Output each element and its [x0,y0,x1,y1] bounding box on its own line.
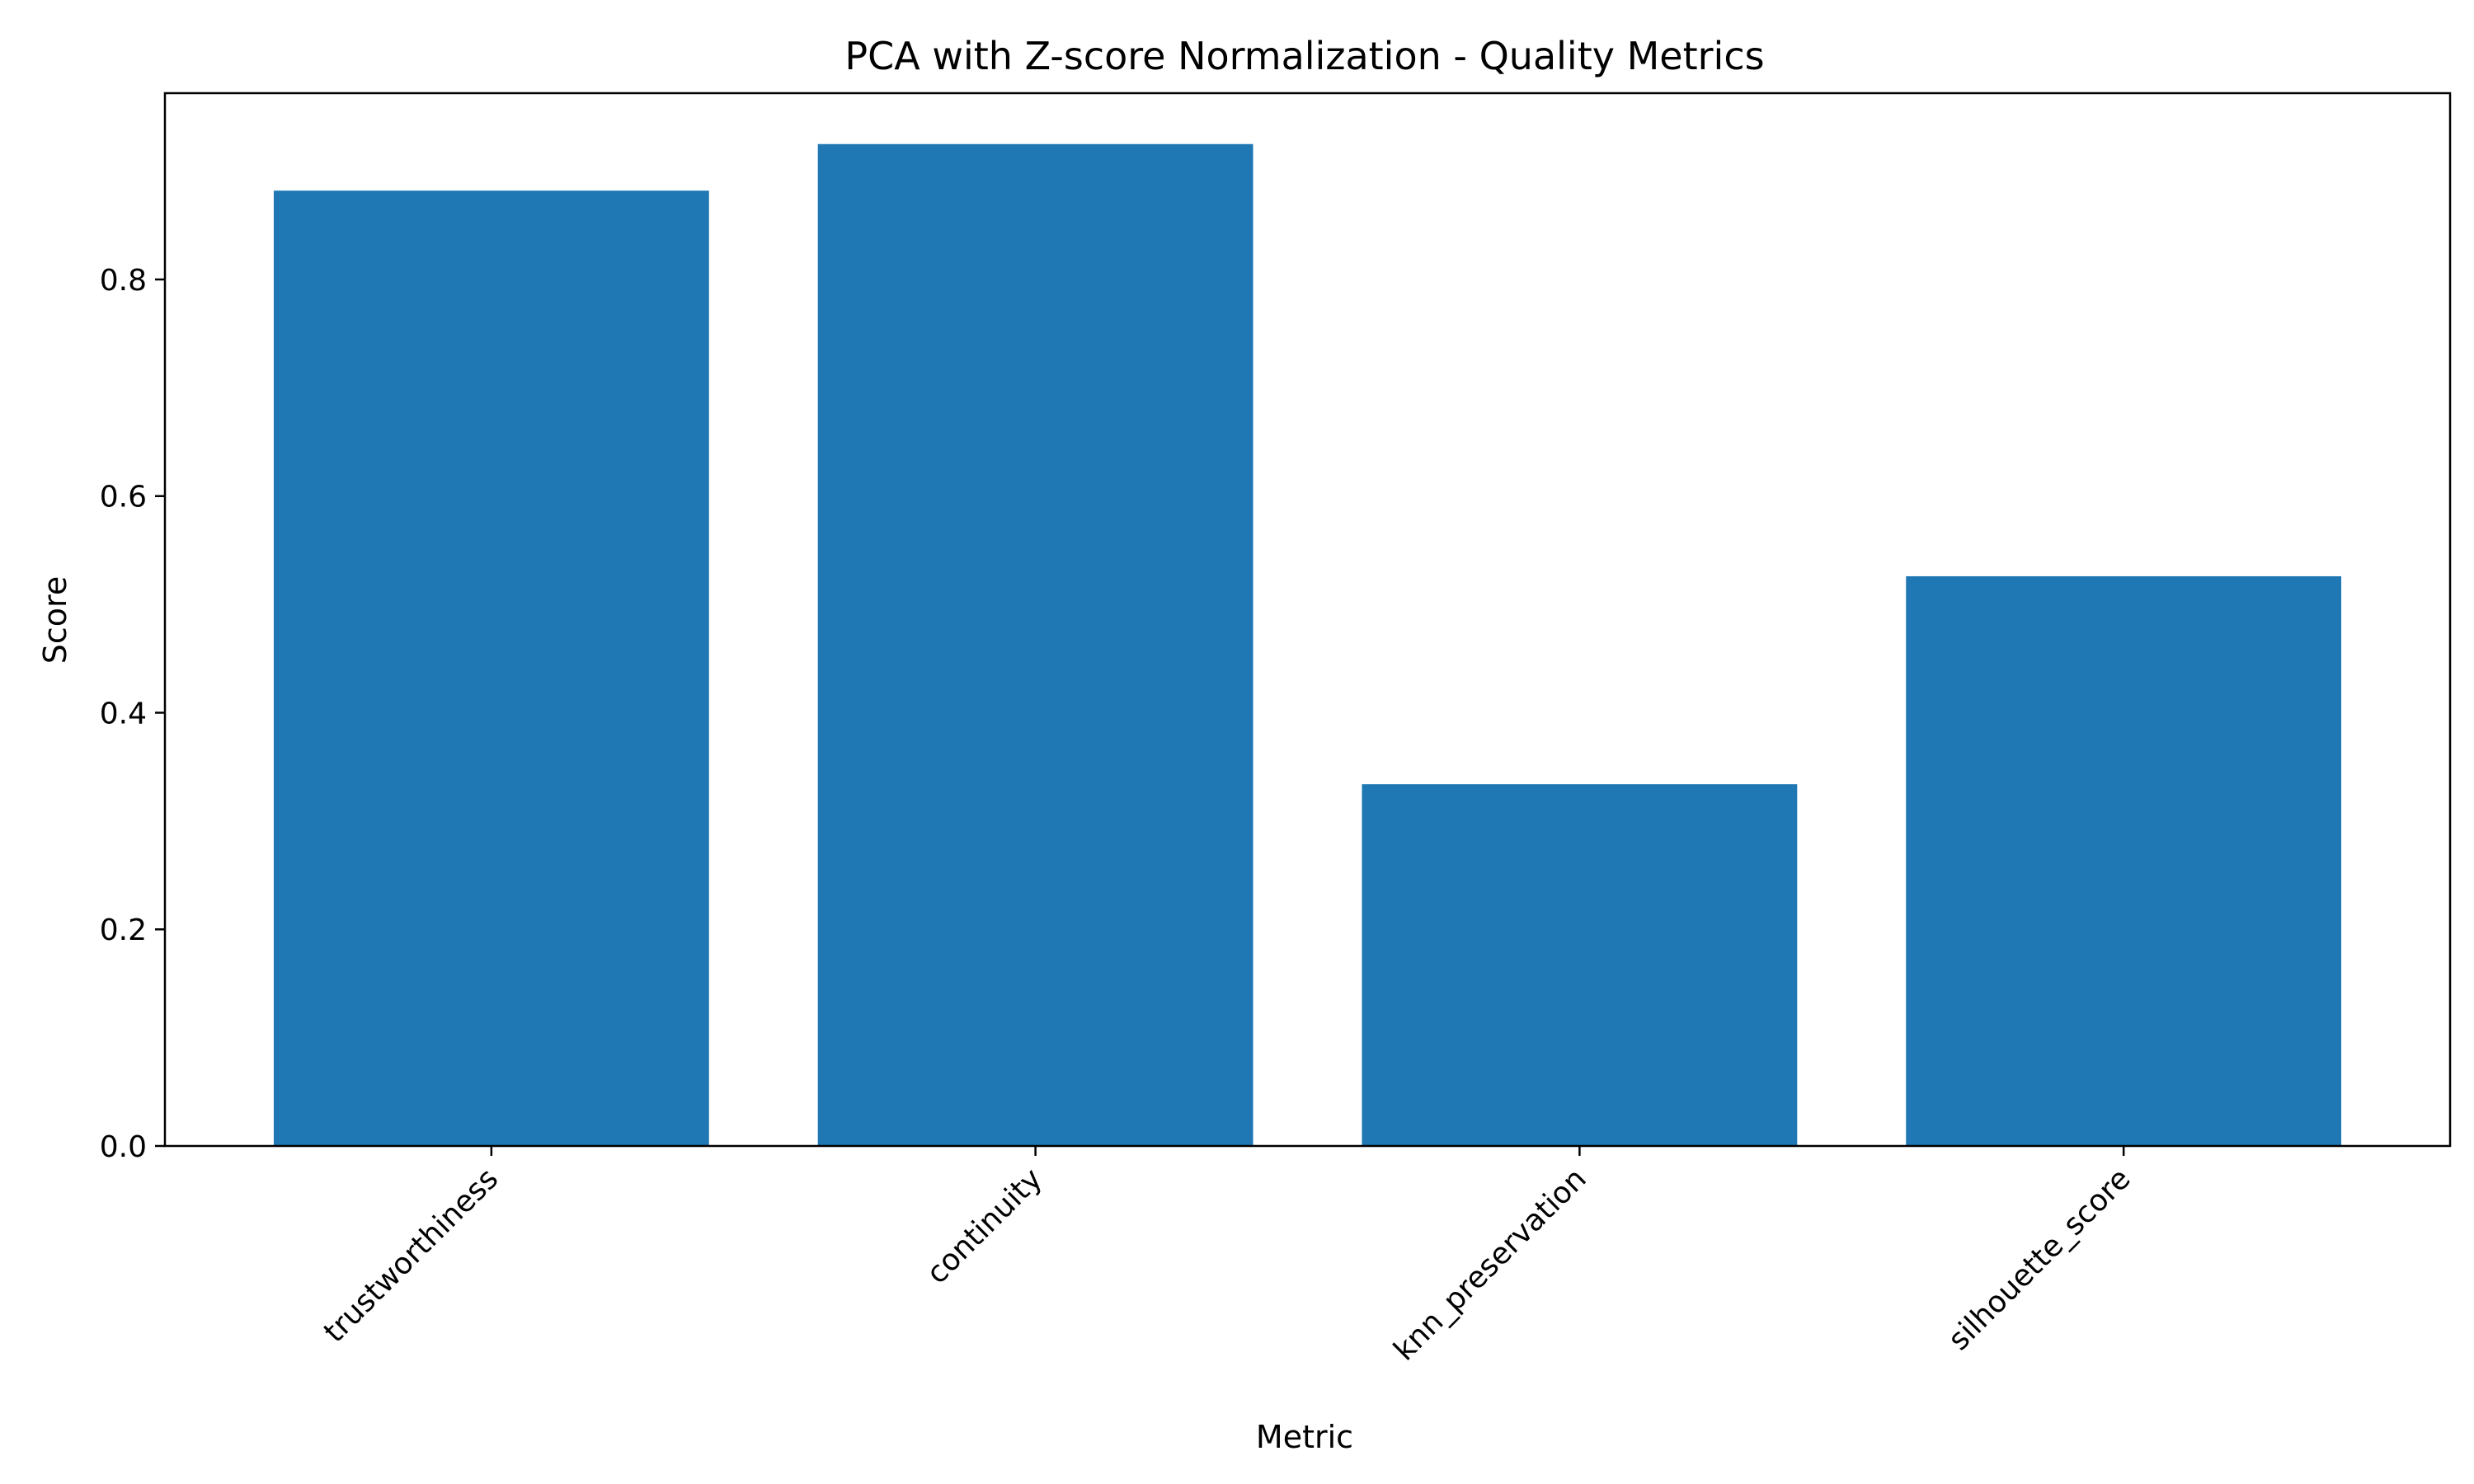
plot-area-frame [163,92,2452,1148]
bar-silhouette-score [1906,575,2342,1146]
bar-knn-preservation [1362,784,1798,1146]
chart-title: PCA with Z-score Normalization - Quality… [844,34,1764,78]
y-tick-label: 0.6 [100,481,147,514]
bar-continuity [817,143,1253,1147]
bars-layer [273,143,2342,1147]
y-tick-label: 0.4 [100,697,147,730]
y-tick-label: 0.2 [100,913,147,947]
x-axis-label: Metric [1256,1419,1353,1455]
y-axis-label: Score [37,576,73,664]
y-tick-label: 0.8 [100,264,147,298]
bar-trustworthiness [273,190,709,1147]
y-axis-ticks: 0.0 0.2 0.4 0.6 0.8 [100,264,165,1164]
y-tick-label: 0.0 [100,1130,147,1164]
